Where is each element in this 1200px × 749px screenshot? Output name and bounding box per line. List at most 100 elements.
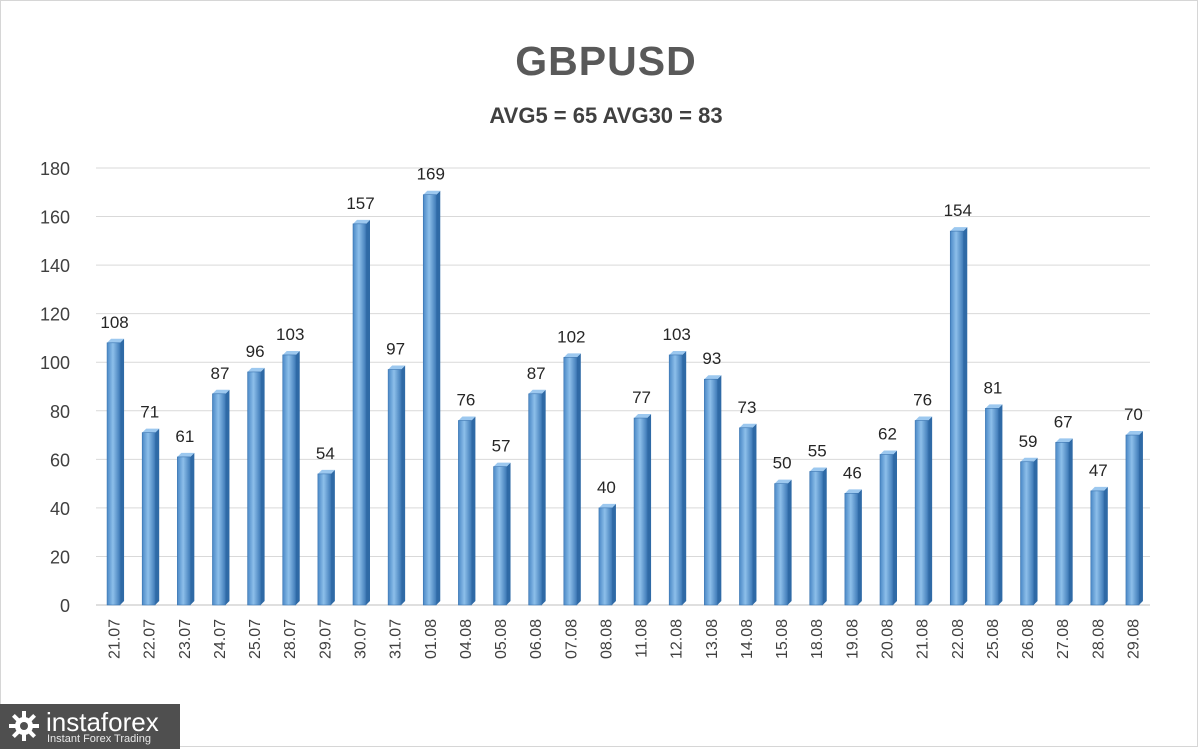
data-label: 46	[843, 463, 862, 482]
bar-front	[739, 427, 753, 606]
y-tick-label: 0	[60, 596, 70, 616]
data-label: 71	[140, 403, 159, 422]
data-label: 70	[1124, 405, 1143, 424]
bar	[809, 467, 827, 606]
x-tick-label: 11.08	[634, 619, 651, 658]
bar	[317, 469, 335, 606]
bar	[985, 404, 1003, 606]
bar-top	[634, 414, 652, 419]
bar-side	[752, 423, 757, 605]
bar-front	[1020, 461, 1034, 606]
bar-top	[1020, 457, 1038, 462]
bar-front	[1125, 434, 1140, 606]
bar-side	[998, 404, 1003, 605]
bar-side	[436, 190, 441, 605]
bar-side	[120, 338, 125, 605]
bar	[1020, 457, 1038, 606]
data-label: 50	[773, 454, 792, 473]
data-label: 154	[944, 201, 972, 220]
bar	[844, 489, 862, 606]
bar-top	[774, 479, 792, 484]
bar	[704, 375, 722, 606]
y-tick-label: 80	[50, 402, 70, 422]
bar-side	[295, 350, 300, 605]
bar-side	[963, 227, 968, 605]
bar-top	[282, 350, 300, 355]
bar-front	[1055, 442, 1069, 606]
x-tick-label: 28.08	[1090, 619, 1107, 659]
bar	[177, 452, 195, 606]
bar-side	[576, 353, 581, 605]
bar-front	[704, 378, 718, 606]
bar-side	[1033, 457, 1038, 605]
bar-side	[330, 469, 335, 605]
bar-top	[493, 462, 511, 467]
data-label: 81	[983, 378, 1002, 397]
chart-title: GBPUSD	[515, 38, 697, 84]
bar-top	[107, 338, 125, 343]
bar-top	[177, 452, 195, 457]
gear-icon	[9, 711, 39, 741]
bar-top	[950, 227, 968, 232]
bar	[1090, 486, 1108, 606]
data-label: 102	[557, 327, 585, 346]
x-tick-label: 18.08	[809, 619, 826, 659]
bar	[668, 350, 687, 606]
bar-side	[928, 416, 933, 605]
bar-top	[1055, 438, 1073, 443]
bar-front	[949, 230, 964, 606]
x-tick-label: 07.08	[563, 619, 580, 659]
bar-front	[1090, 490, 1105, 606]
bar	[282, 350, 300, 606]
data-label: 76	[456, 390, 475, 409]
x-tick-label: 23.07	[177, 619, 194, 659]
data-label: 59	[1019, 432, 1038, 451]
bar-side	[822, 467, 827, 605]
bar	[141, 428, 160, 606]
data-label: 62	[878, 424, 897, 443]
x-axis-ticks: 21.07 22.07 23.07 24.07 25.07 28.07 29.07 30.07…	[107, 619, 1143, 659]
bar-top	[1125, 431, 1143, 436]
bar	[1055, 438, 1073, 606]
x-tick-label: 27.08	[1055, 619, 1072, 659]
x-tick-label: 25.08	[985, 619, 1002, 659]
bar-front	[177, 456, 191, 606]
x-tick-label: 14.08	[739, 619, 756, 659]
data-label: 47	[1089, 461, 1108, 480]
bar-side	[260, 367, 265, 605]
y-tick-label: 100	[40, 353, 70, 373]
x-tick-label: 22.08	[950, 619, 967, 659]
data-label: 93	[702, 349, 721, 368]
bar-side	[225, 389, 230, 605]
bar-top	[388, 365, 406, 370]
bar-side	[787, 479, 792, 605]
data-label: 76	[913, 390, 932, 409]
bar-front	[668, 354, 683, 606]
bar-top	[809, 467, 827, 472]
y-axis-ticks: 0 20 40 60 80 100 120 140 160 180	[40, 159, 70, 616]
bar-side	[541, 389, 546, 605]
bar-top	[669, 350, 687, 355]
bar-side	[647, 414, 652, 605]
bar	[1125, 431, 1143, 606]
bar	[493, 462, 511, 606]
data-label: 97	[386, 340, 405, 359]
y-tick-label: 140	[40, 256, 70, 276]
bar	[458, 416, 476, 606]
bar-top	[317, 469, 335, 474]
x-tick-label: 20.08	[880, 619, 897, 659]
bar-side	[401, 365, 406, 605]
x-tick-label: 29.08	[1125, 619, 1142, 659]
x-tick-label: 30.07	[353, 619, 370, 659]
bar	[352, 219, 370, 606]
bar-front	[247, 371, 261, 606]
x-tick-label: 19.08	[844, 619, 861, 659]
bar	[774, 479, 792, 606]
bar-top	[423, 190, 441, 195]
bar-side	[1103, 486, 1108, 605]
data-label: 169	[417, 165, 445, 184]
bar-front	[914, 420, 929, 606]
gridlines	[96, 167, 1150, 606]
bar	[914, 416, 933, 606]
